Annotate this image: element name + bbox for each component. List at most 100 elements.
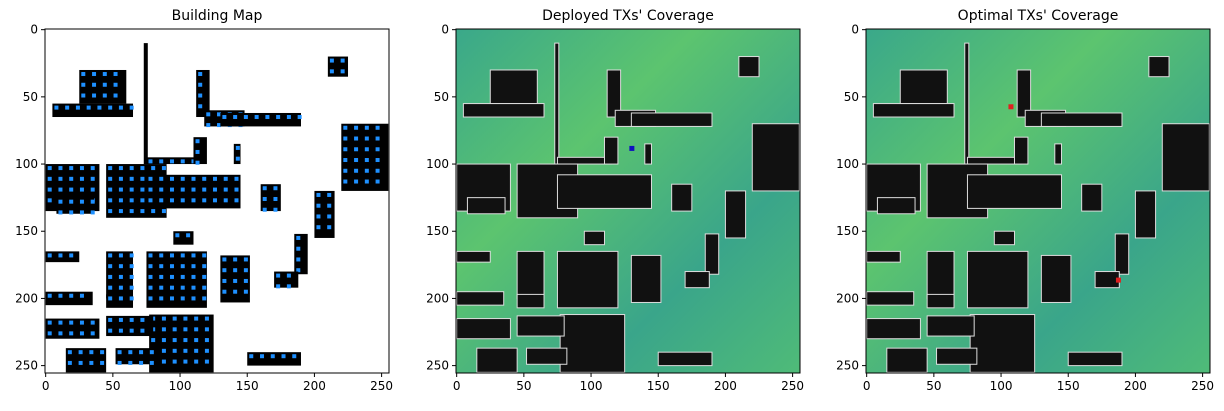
building-dot — [343, 147, 348, 152]
building — [559, 314, 626, 373]
building-dot — [191, 198, 196, 203]
building-dot — [183, 359, 188, 364]
building-dot — [113, 93, 118, 98]
building-dot — [316, 214, 321, 219]
x-tick-label: 250 — [1191, 379, 1214, 393]
building-dot — [265, 115, 270, 120]
building-dot — [183, 316, 188, 321]
building-dot — [161, 359, 166, 364]
y-tick-label: 250 — [426, 359, 449, 373]
building — [314, 190, 335, 238]
building-dot — [90, 166, 95, 171]
building-dot — [233, 268, 238, 273]
y-tick-label: 50 — [23, 90, 38, 104]
building-dot — [172, 316, 177, 321]
building-dot — [183, 327, 188, 332]
building-dot — [222, 268, 227, 273]
building-dot — [129, 166, 134, 171]
building — [926, 315, 975, 337]
y-tick-label: 100 — [836, 157, 859, 171]
building-dot — [273, 207, 278, 212]
building — [1067, 351, 1123, 367]
building-dot — [375, 168, 380, 173]
building-dot — [108, 264, 113, 269]
building — [143, 43, 148, 165]
building-dot — [191, 264, 196, 269]
building-dot — [75, 105, 80, 110]
building — [526, 347, 568, 365]
building-dot — [108, 198, 113, 203]
building-dot — [118, 198, 123, 203]
y-tick-label: 50 — [844, 90, 859, 104]
building-dot — [108, 187, 113, 192]
building — [556, 156, 612, 165]
building-dot — [234, 187, 239, 192]
building-dot — [159, 176, 164, 181]
building-dot — [129, 296, 134, 301]
y-tick-label: 150 — [426, 224, 449, 238]
building-dot — [180, 264, 185, 269]
building-dot — [202, 285, 207, 290]
building-dot — [286, 115, 291, 120]
building-dot — [86, 105, 91, 110]
building — [149, 314, 214, 373]
building-dot — [129, 105, 134, 110]
building — [872, 103, 955, 118]
building-dot — [316, 225, 321, 230]
building — [1134, 190, 1157, 239]
y-tick-label: 0 — [851, 23, 859, 37]
building-dot — [340, 58, 345, 63]
building-dot — [67, 350, 72, 355]
building-dot — [129, 187, 134, 192]
building-dot — [243, 278, 248, 283]
building — [462, 103, 545, 118]
building — [657, 351, 713, 367]
building-dot — [316, 192, 321, 197]
building-dot — [202, 264, 207, 269]
building — [966, 250, 1029, 309]
building-dot — [180, 274, 185, 279]
building-dot — [78, 350, 83, 355]
building-dot — [89, 360, 94, 365]
building-dot — [223, 176, 228, 181]
building-dot — [364, 125, 369, 130]
x-tick-label: 200 — [1124, 379, 1147, 393]
building-dot — [47, 166, 52, 171]
x-tick-label: 150 — [1057, 379, 1080, 393]
building — [456, 291, 505, 306]
building-dot — [169, 274, 174, 279]
building-dot — [180, 198, 185, 203]
building-dot — [65, 105, 70, 110]
building-dot — [180, 176, 185, 181]
building-dot — [81, 93, 86, 98]
building — [671, 183, 693, 212]
building-dot — [102, 93, 107, 98]
building-dot — [260, 354, 265, 359]
building-dot — [140, 198, 145, 203]
building-dot — [78, 360, 83, 365]
building-dot — [118, 264, 123, 269]
building — [489, 69, 538, 105]
building-dot — [148, 264, 153, 269]
building — [476, 347, 518, 373]
building-dot — [129, 209, 134, 214]
building-dot — [67, 360, 72, 365]
building-dot — [148, 285, 153, 290]
building — [516, 293, 545, 309]
y-tick-label: 200 — [15, 291, 38, 305]
building-dot — [140, 317, 145, 322]
building-dot — [108, 176, 113, 181]
building — [738, 56, 760, 78]
building — [866, 250, 901, 263]
building-dot — [108, 253, 113, 258]
building-dot — [79, 187, 84, 192]
building-dot — [234, 198, 239, 203]
building-dot — [139, 360, 144, 365]
building — [556, 174, 653, 209]
building-dot — [58, 331, 63, 336]
building-dot — [354, 147, 359, 152]
building — [1013, 136, 1029, 165]
building-dot — [375, 179, 380, 184]
building-dot — [118, 166, 123, 171]
building-dot — [47, 198, 52, 203]
